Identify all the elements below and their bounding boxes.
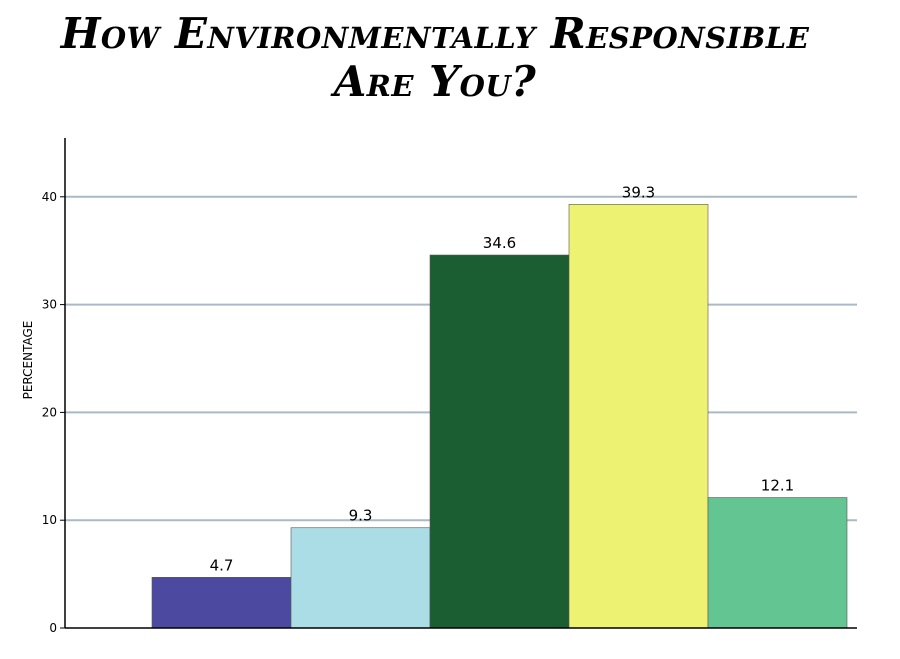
chart-title-line-2: Are You?: [333, 57, 537, 106]
y-tick-label: 0: [49, 621, 57, 635]
bars: [151, 204, 848, 629]
bar: [290, 527, 431, 629]
chart-title: How Environmentally Responsible Are You?: [0, 10, 870, 106]
y-tick-label: 30: [42, 298, 57, 312]
y-tick-label: 20: [42, 405, 57, 419]
data-label: 12.1: [761, 477, 794, 495]
data-label: 34.6: [483, 234, 516, 252]
y-tick-label: 10: [42, 513, 57, 527]
chart-title-line-1: How Environmentally Responsible: [60, 9, 810, 58]
bar: [429, 254, 570, 629]
bar: [151, 577, 292, 629]
bar: [707, 497, 848, 629]
y-tick-labels: 0 10 20 30 40: [42, 190, 65, 635]
data-label: 39.3: [622, 183, 655, 201]
data-label: 9.3: [349, 507, 373, 525]
y-tick-label: 40: [42, 190, 57, 204]
data-label: 4.7: [210, 556, 234, 574]
data-labels: 4.7 9.3 34.6 39.3 12.1: [210, 183, 795, 574]
y-axis-label: PERCENTAGE: [21, 321, 35, 400]
axes: [64, 138, 857, 629]
bar: [568, 204, 709, 629]
